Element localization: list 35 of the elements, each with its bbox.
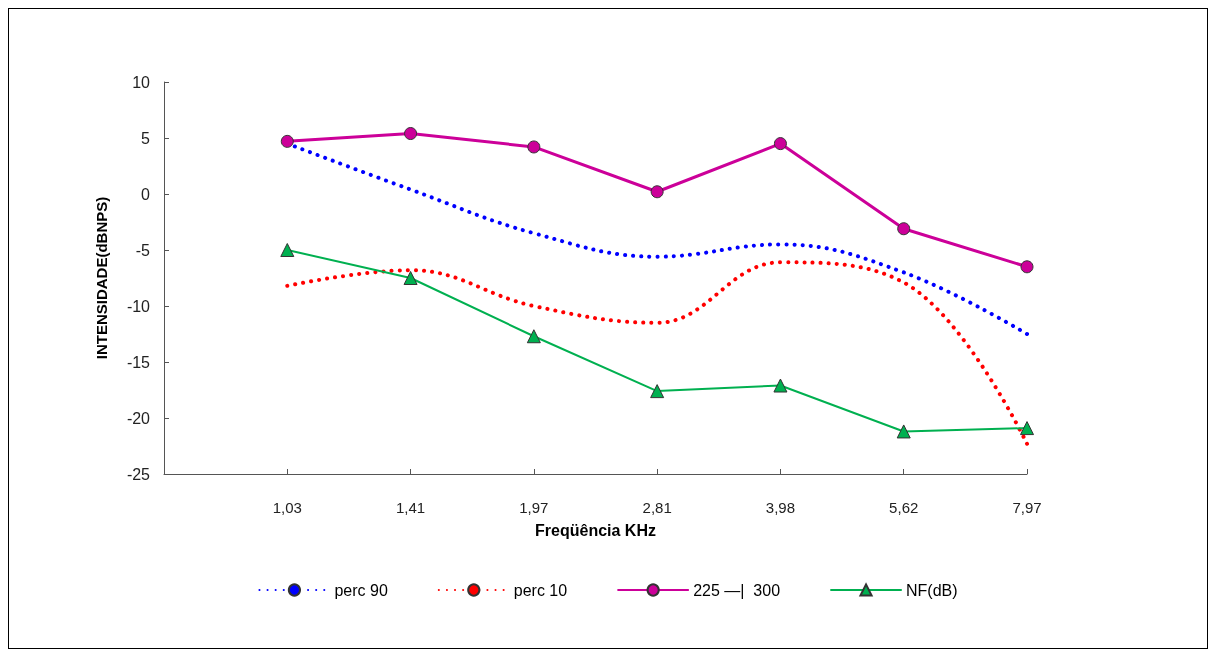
y-tick-label: -25 bbox=[126, 465, 151, 483]
y-tick-label: -20 bbox=[126, 409, 151, 427]
x-tick-label: 2,81 bbox=[642, 499, 672, 516]
point bbox=[527, 140, 541, 154]
point bbox=[280, 134, 294, 148]
point bbox=[897, 222, 911, 236]
legend-label: 225 —| 300 bbox=[693, 581, 781, 599]
point bbox=[773, 378, 788, 393]
legend-label: perc 10 bbox=[513, 581, 568, 599]
point bbox=[1020, 421, 1034, 436]
point bbox=[896, 424, 911, 439]
x-tick-label: 1,03 bbox=[272, 499, 302, 516]
y-tick-label: -5 bbox=[135, 241, 151, 259]
y-tick-label: 10 bbox=[132, 73, 151, 91]
legend-label: NF(dB) bbox=[906, 581, 958, 599]
x-tick-label: 1,97 bbox=[519, 499, 549, 516]
point bbox=[403, 271, 418, 285]
y-tick-label: 5 bbox=[141, 129, 151, 147]
point bbox=[650, 185, 664, 199]
point bbox=[1020, 260, 1034, 274]
point bbox=[526, 329, 541, 344]
point bbox=[404, 127, 418, 141]
x-tick-label: 1,41 bbox=[395, 499, 426, 516]
point bbox=[280, 243, 295, 257]
point bbox=[773, 137, 787, 151]
point bbox=[650, 384, 665, 399]
legend-label: perc 90 bbox=[334, 581, 388, 599]
x-axis-title: Freqüência KHz bbox=[535, 521, 656, 539]
y-axis-title: INTENSIDADE(dBNPS) bbox=[93, 196, 110, 360]
y-tick-label: -10 bbox=[126, 297, 151, 315]
x-tick-label: 3,98 bbox=[765, 499, 796, 516]
y-tick-label: -15 bbox=[126, 353, 151, 371]
x-tick-label: 7,97 bbox=[1012, 499, 1042, 516]
y-tick-label: 0 bbox=[141, 185, 151, 203]
x-tick-label: 5,62 bbox=[889, 499, 919, 516]
